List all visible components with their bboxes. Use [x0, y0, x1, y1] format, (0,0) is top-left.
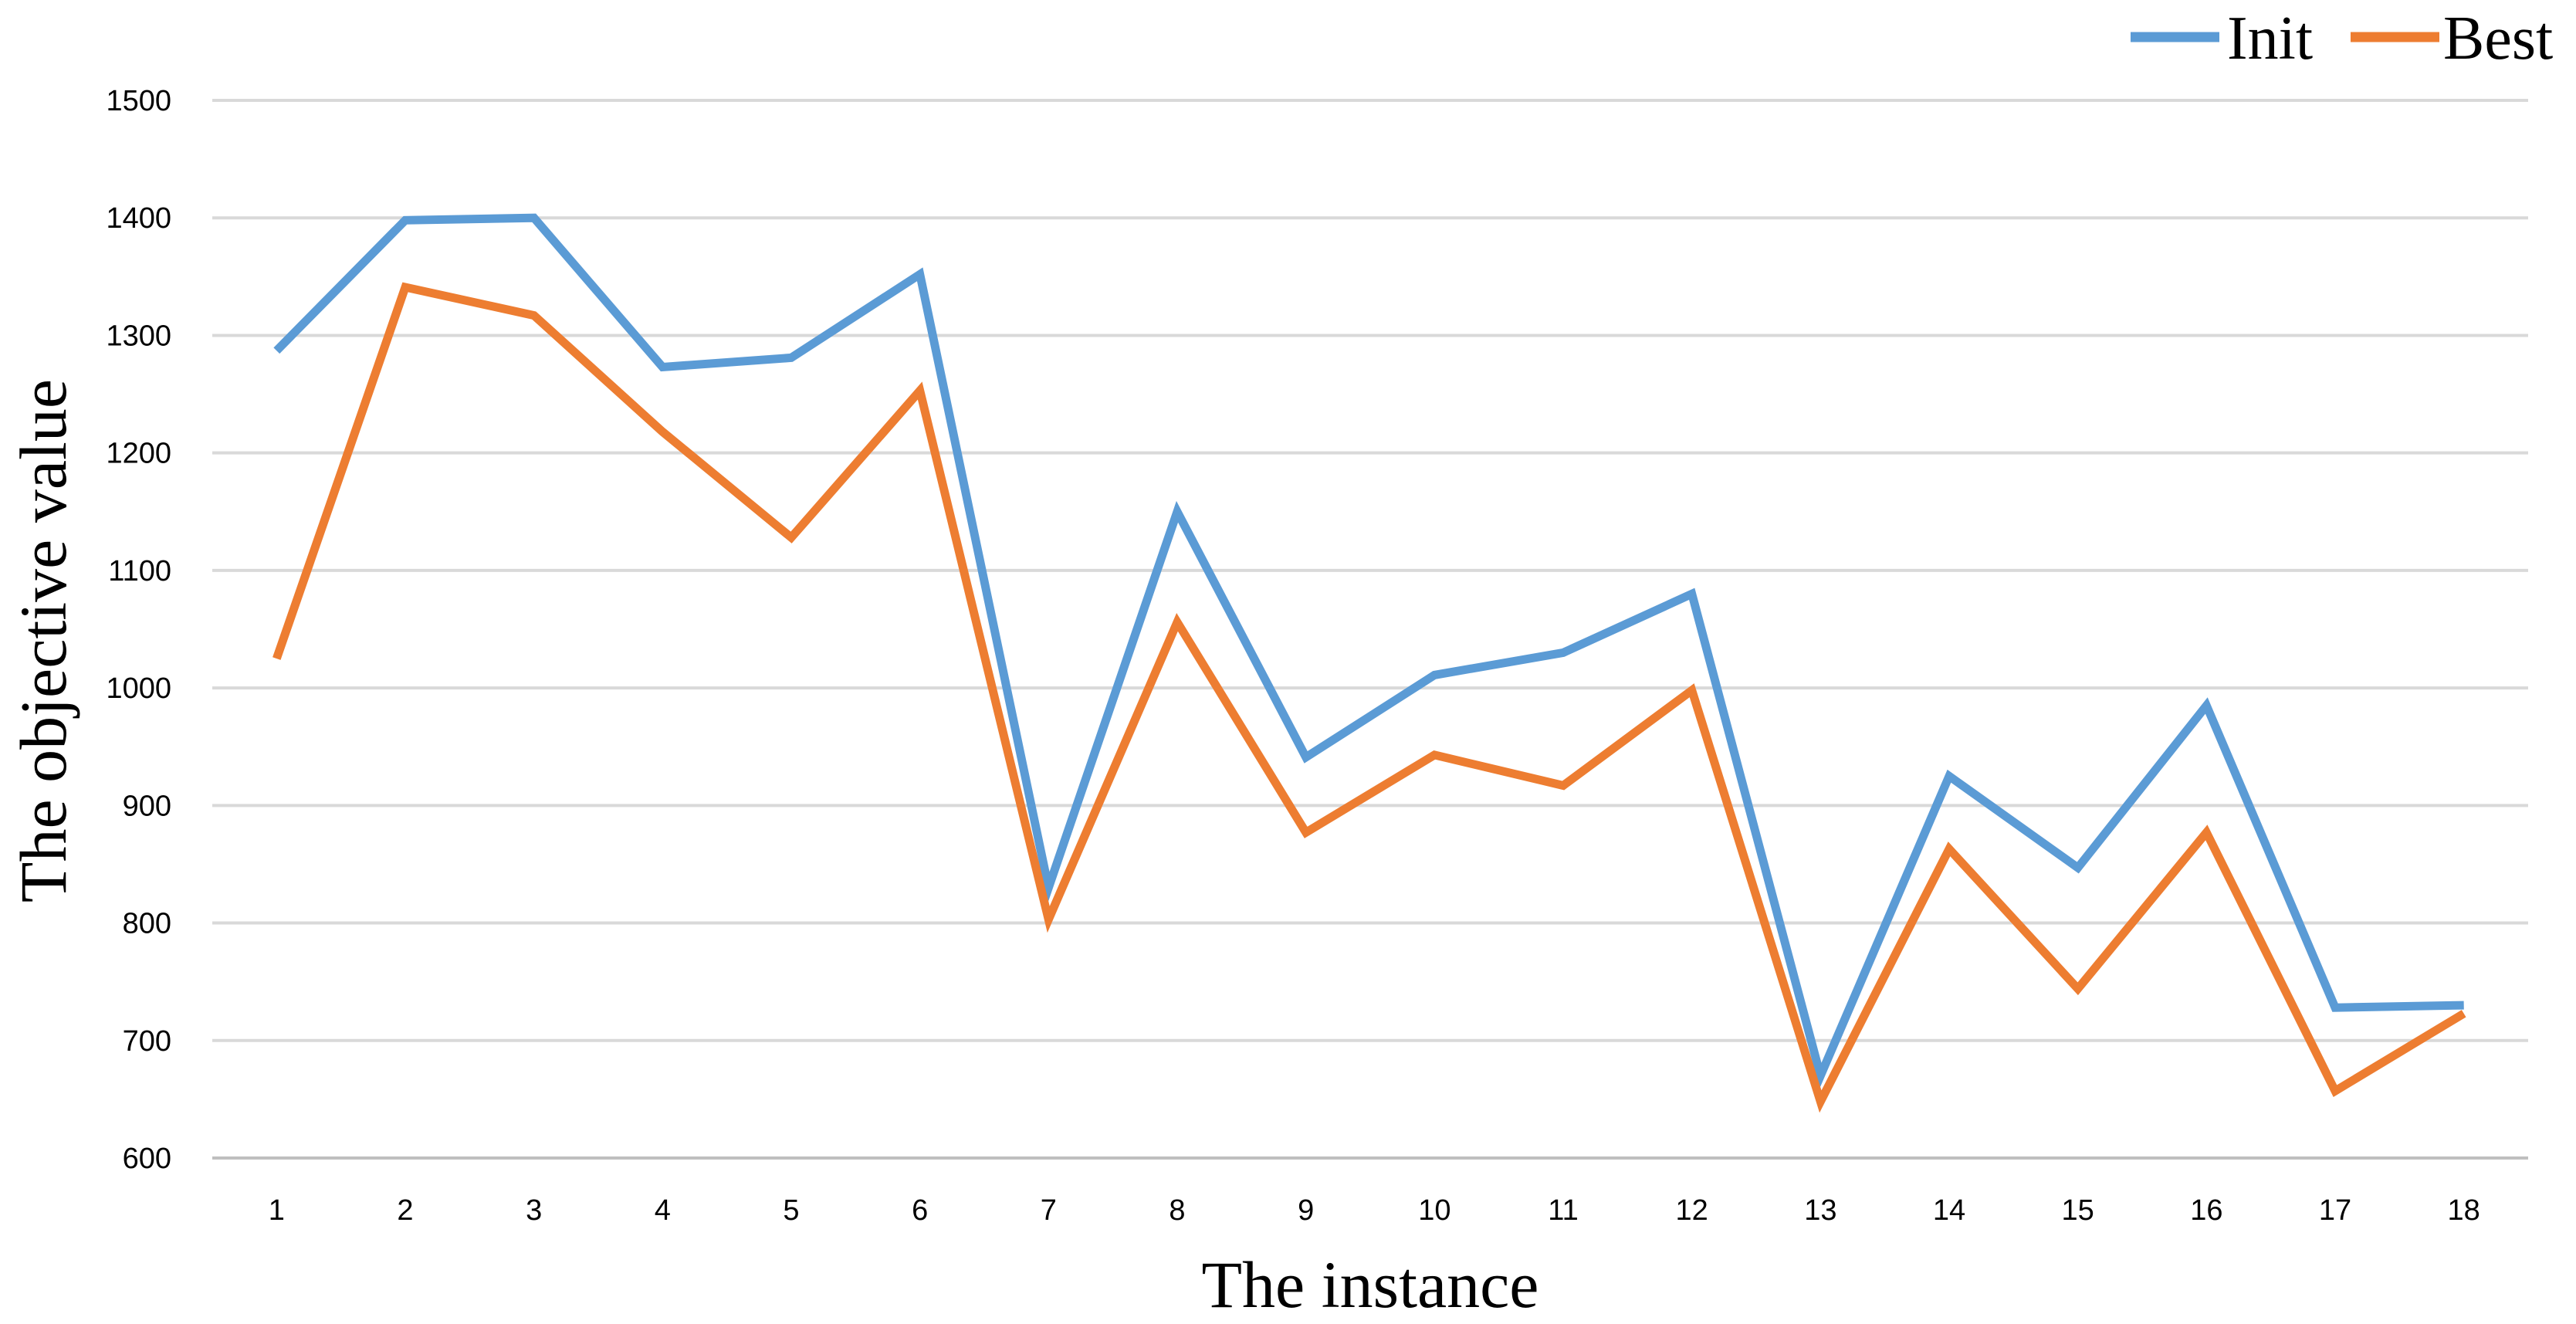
y-tick-label: 700	[123, 1025, 171, 1058]
series-line-init	[273, 213, 2464, 1089]
y-tick-label: 1000	[106, 672, 171, 705]
x-tick-label: 11	[1548, 1194, 1578, 1227]
y-tick-label: 1100	[108, 555, 171, 588]
gridlines	[212, 99, 2528, 1042]
y-tick-label: 600	[123, 1143, 171, 1175]
x-tick-label: 18	[2448, 1194, 2480, 1227]
x-tick-label: 10	[1418, 1194, 1450, 1227]
x-tick-label: 14	[1933, 1194, 1965, 1227]
x-tick-label: 15	[2062, 1194, 2094, 1227]
legend-label-init: Init	[2227, 5, 2313, 73]
x-tick-label: 1	[269, 1194, 285, 1227]
x-tick-label: 13	[1804, 1194, 1836, 1227]
x-tick-label: 17	[2319, 1194, 2351, 1227]
y-tick-label: 1500	[106, 85, 171, 117]
x-tick-label: 7	[1041, 1194, 1057, 1227]
y-axis-title: The objective value	[6, 379, 80, 902]
x-tick-label: 5	[783, 1194, 799, 1227]
y-tick-label: 800	[123, 908, 171, 940]
x-axis-ticks: 1 2 3 4 5 6 7 8 9 10 11 12 13 14 15 16 17 18	[269, 1194, 2480, 1227]
series-lines	[272, 213, 2466, 1113]
x-tick-label: 2	[397, 1194, 413, 1227]
y-tick-label: 900	[123, 790, 171, 822]
series-line-best	[272, 282, 2466, 1113]
legend: Init Best	[2131, 5, 2553, 73]
x-tick-label: 6	[912, 1194, 928, 1227]
y-tick-label: 1400	[106, 202, 171, 235]
x-tick-label: 16	[2190, 1194, 2222, 1227]
x-axis-title: The instance	[1202, 1248, 1539, 1322]
x-tick-label: 8	[1169, 1194, 1185, 1227]
legend-label-best: Best	[2443, 5, 2553, 73]
x-tick-label: 3	[526, 1194, 542, 1227]
x-tick-label: 12	[1676, 1194, 1708, 1227]
y-axis-ticks: 600 700 800 900 1000 1100 1200 1300 1400 1500	[106, 85, 171, 1175]
x-tick-label: 9	[1298, 1194, 1314, 1227]
x-tick-label: 4	[655, 1194, 671, 1227]
y-tick-label: 1300	[106, 320, 171, 352]
y-tick-label: 1200	[106, 438, 171, 470]
